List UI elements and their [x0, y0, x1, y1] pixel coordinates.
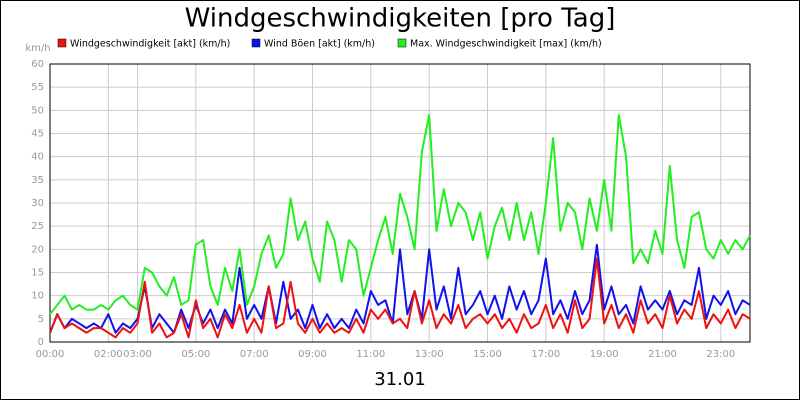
y-tick-label: 60 — [31, 59, 44, 70]
x-tick-label: 15:00 — [473, 349, 502, 360]
x-label: 31.01 — [374, 369, 426, 390]
y-tick-label: 45 — [31, 129, 44, 140]
x-tick-label: 05:00 — [181, 349, 210, 360]
y-tick-label: 35 — [31, 175, 44, 186]
y-tick-label: 15 — [31, 268, 44, 279]
legend-label: Windgeschwindigkeit [akt] (km/h) — [70, 39, 230, 50]
x-tick-label: 07:00 — [240, 349, 269, 360]
y-tick-label: 30 — [31, 198, 44, 209]
legend-label: Max. Windgeschwindigkeit [max] (km/h) — [410, 39, 602, 50]
chart-title: Windgeschwindigkeiten [pro Tag] — [185, 4, 616, 34]
legend-label: Wind Böen [akt] (km/h) — [264, 39, 375, 50]
y-tick-label: 10 — [31, 291, 44, 302]
y-tick-label: 0 — [38, 337, 44, 348]
series-line — [49, 113, 751, 315]
y-tick-label: 40 — [31, 152, 44, 163]
x-tick-label: 19:00 — [590, 349, 619, 360]
x-tick-label: 02:00 — [94, 349, 123, 360]
x-tick-label: 03:00 — [123, 349, 152, 360]
x-tick-label: 23:00 — [706, 349, 735, 360]
y-tick-label: 5 — [38, 314, 44, 325]
series-line — [49, 257, 751, 339]
x-tick-label: 11:00 — [356, 349, 385, 360]
y-tick-label: 25 — [31, 221, 44, 232]
legend-swatch — [251, 38, 261, 48]
y-tick-label: 20 — [31, 244, 44, 255]
series-line — [49, 243, 751, 334]
legend-swatch — [397, 38, 407, 48]
plot-border — [49, 63, 751, 343]
x-tick-label: 21:00 — [648, 349, 677, 360]
y-unit: km/h — [25, 43, 50, 54]
x-tick-label: 17:00 — [531, 349, 560, 360]
y-tick-label: 55 — [31, 82, 44, 93]
x-tick-label: 09:00 — [298, 349, 327, 360]
y-tick-label: 50 — [31, 105, 44, 116]
x-tick-label: 00:00 — [36, 349, 65, 360]
x-tick-label: 13:00 — [415, 349, 444, 360]
legend-swatch — [57, 38, 67, 48]
